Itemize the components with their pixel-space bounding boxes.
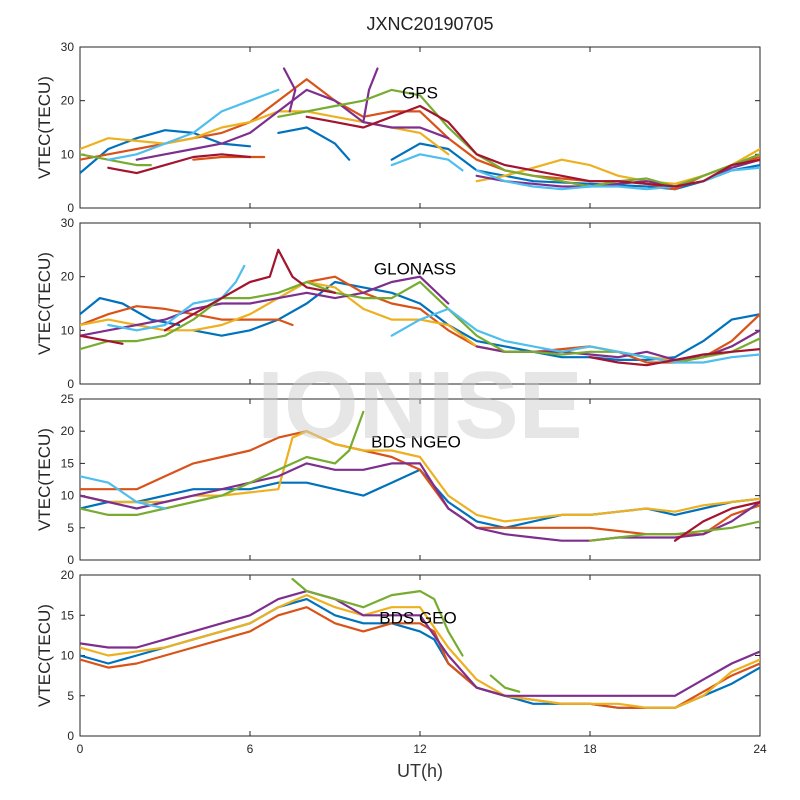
series-line-12 — [163, 248, 337, 332]
y-tick-label: 30 — [61, 216, 75, 230]
x-tick-label: 6 — [247, 742, 254, 756]
y-tick-label: 0 — [67, 377, 74, 391]
y-tick-label: 0 — [67, 729, 74, 743]
series-line-13 — [588, 348, 760, 367]
y-tick-label: 10 — [61, 323, 75, 337]
y-axis-label: VTEC(TECU) — [35, 604, 54, 707]
series-line-16 — [475, 166, 760, 191]
x-tick-label: 12 — [413, 742, 427, 756]
panels: 0 10 20 30 VTEC(TECU) GPS 0 10 20 30 VTEC(TECU) GLO… — [35, 40, 767, 756]
y-tick-label: 15 — [61, 456, 75, 470]
y-tick-label: 20 — [61, 568, 75, 582]
y-tick-label: 10 — [61, 147, 75, 161]
series-line-6 — [80, 275, 450, 337]
y-tick-label: 0 — [67, 553, 74, 567]
series-line-4 — [80, 462, 760, 542]
x-axis-label: UT(h) — [397, 761, 443, 781]
panel-glonass: 0 10 20 30 VTEC(TECU) GLONASS — [35, 216, 761, 391]
series-group — [80, 410, 760, 542]
panel-annotation: GLONASS — [374, 260, 456, 279]
series-line-10 — [390, 307, 760, 364]
y-tick-label: 30 — [61, 40, 75, 54]
y-tick-label: 5 — [67, 521, 74, 535]
series-line-7 — [80, 475, 167, 510]
series-line-17 — [107, 153, 252, 175]
panel-bds-ngeo: 0 5 10 15 20 25 VTEC(TECU) BDS NGEO — [35, 392, 761, 567]
y-tick-label: 20 — [61, 270, 75, 284]
figure-title: JXNC20190705 — [366, 14, 493, 34]
series-line-6 — [489, 674, 521, 693]
series-line-8 — [673, 500, 760, 542]
series-line-9 — [282, 67, 297, 113]
x-tick-label: 24 — [753, 742, 767, 756]
series-line-5 — [291, 577, 464, 657]
series-line-15 — [390, 153, 464, 172]
y-tick-label: 20 — [61, 94, 75, 108]
x-tick-label: 18 — [583, 742, 597, 756]
series-line-2 — [277, 126, 351, 161]
series-line-12 — [80, 153, 152, 167]
y-tick-label: 5 — [67, 689, 74, 703]
series-line-14 — [107, 88, 280, 161]
y-tick-label: 10 — [61, 649, 75, 663]
panel-annotation: BDS GEO — [379, 608, 456, 627]
series-line-6 — [588, 520, 760, 542]
panel-bds-geo: 0 5 10 15 20 0 6 12 18 24 VTEC(TECU) BDS GEO — [35, 568, 767, 756]
series-line-9 — [107, 264, 246, 332]
series-line-4 — [80, 589, 760, 697]
y-tick-label: 10 — [61, 489, 75, 503]
y-tick-label: 15 — [61, 608, 75, 622]
panel-gps: 0 10 20 30 VTEC(TECU) GPS — [35, 40, 761, 215]
series-group — [80, 577, 760, 709]
y-tick-label: 0 — [67, 201, 74, 215]
panel-annotation: BDS NGEO — [371, 432, 461, 451]
series-line-11 — [80, 334, 124, 345]
panel-annotation: GPS — [402, 84, 438, 103]
panel-axes-box — [79, 574, 761, 737]
x-tick-label: 0 — [77, 742, 84, 756]
watermark: IONISE — [257, 352, 582, 459]
y-tick-label: 25 — [61, 392, 75, 406]
series-line-10 — [362, 67, 379, 124]
y-tick-label: 20 — [61, 424, 75, 438]
series-line-18 — [305, 104, 760, 188]
y-axis-label: VTEC(TECU) — [35, 428, 54, 531]
series-line-5 — [192, 155, 266, 161]
series-group — [80, 248, 760, 367]
series-line-3 — [80, 593, 760, 709]
y-axis-label: VTEC(TECU) — [35, 76, 54, 179]
series-group — [80, 67, 760, 191]
y-axis-label: VTEC(TECU) — [35, 252, 54, 355]
series-line-5 — [80, 410, 365, 517]
